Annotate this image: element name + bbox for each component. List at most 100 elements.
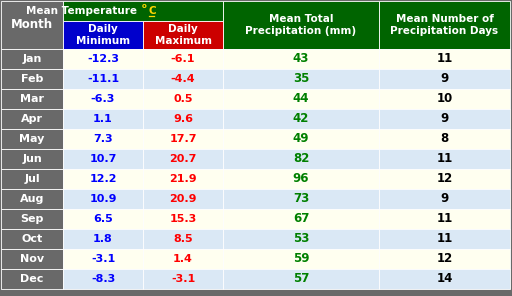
Text: May: May (19, 134, 45, 144)
Bar (379, 249, 510, 269)
Bar (63, 189, 143, 209)
Text: 21.9: 21.9 (169, 174, 197, 184)
Bar (63, 21, 143, 49)
Bar (379, 229, 510, 249)
Text: Oct: Oct (22, 234, 42, 244)
Text: Jun: Jun (22, 154, 42, 164)
Bar (1, 189, 63, 209)
Bar (379, 69, 510, 89)
Bar (143, 89, 223, 109)
Bar (223, 89, 379, 109)
Text: 67: 67 (293, 213, 309, 226)
Text: 9: 9 (440, 192, 449, 205)
Bar (223, 129, 379, 149)
Text: 10: 10 (436, 92, 453, 105)
Text: -3.1: -3.1 (91, 254, 115, 264)
Bar (63, 269, 143, 289)
Text: 59: 59 (293, 252, 309, 266)
Text: 12: 12 (436, 173, 453, 186)
Bar (63, 249, 143, 269)
Text: o: o (142, 4, 147, 9)
Bar (379, 209, 510, 229)
Bar (379, 189, 510, 209)
Bar (223, 49, 379, 69)
Bar (223, 1, 379, 49)
Text: Daily
Minimum: Daily Minimum (76, 24, 130, 46)
Text: Month: Month (11, 18, 53, 31)
Text: -6.1: -6.1 (170, 54, 195, 64)
Bar (1, 1, 63, 49)
Text: 11: 11 (436, 232, 453, 245)
Text: Apr: Apr (21, 114, 43, 124)
Text: 44: 44 (293, 92, 309, 105)
Text: 7.3: 7.3 (93, 134, 113, 144)
Bar (1, 129, 63, 149)
Bar (223, 189, 379, 209)
Text: 43: 43 (293, 52, 309, 65)
Text: Feb: Feb (21, 74, 43, 84)
Text: 10.7: 10.7 (89, 154, 117, 164)
Bar (143, 149, 223, 169)
Bar (379, 1, 510, 49)
Text: 49: 49 (293, 133, 309, 146)
Bar (223, 269, 379, 289)
Bar (1, 109, 63, 129)
Text: 11: 11 (436, 152, 453, 165)
Bar (379, 269, 510, 289)
Text: 42: 42 (293, 112, 309, 126)
Text: 8.5: 8.5 (173, 234, 193, 244)
Text: -12.3: -12.3 (87, 54, 119, 64)
Bar (143, 109, 223, 129)
Bar (63, 209, 143, 229)
Text: 1.4: 1.4 (173, 254, 193, 264)
Bar (379, 169, 510, 189)
Text: Mar: Mar (20, 94, 44, 104)
Bar (143, 21, 223, 49)
Text: 12: 12 (436, 252, 453, 266)
Bar (63, 129, 143, 149)
Text: 82: 82 (293, 152, 309, 165)
Bar (223, 149, 379, 169)
Text: 73: 73 (293, 192, 309, 205)
Text: -11.1: -11.1 (87, 74, 119, 84)
Bar (1, 209, 63, 229)
Text: 1.1: 1.1 (93, 114, 113, 124)
Text: 20.7: 20.7 (169, 154, 197, 164)
Text: 9.6: 9.6 (173, 114, 193, 124)
Bar (143, 189, 223, 209)
Bar (379, 89, 510, 109)
Bar (143, 249, 223, 269)
Text: 20.9: 20.9 (169, 194, 197, 204)
Text: 9: 9 (440, 112, 449, 126)
Text: 0.5: 0.5 (173, 94, 193, 104)
Bar (143, 49, 223, 69)
Bar (223, 249, 379, 269)
Text: 1.8: 1.8 (93, 234, 113, 244)
Bar (63, 149, 143, 169)
Text: Mean Total
Precipitation (mm): Mean Total Precipitation (mm) (245, 14, 356, 36)
Bar (63, 229, 143, 249)
Text: 10.9: 10.9 (89, 194, 117, 204)
Text: 11: 11 (436, 52, 453, 65)
Bar (143, 229, 223, 249)
Bar (63, 109, 143, 129)
Text: Daily
Maximum: Daily Maximum (155, 24, 211, 46)
Bar (63, 1, 223, 21)
Text: 57: 57 (293, 273, 309, 286)
Text: -6.3: -6.3 (91, 94, 115, 104)
Bar (63, 169, 143, 189)
Text: Nov: Nov (20, 254, 44, 264)
Text: 11: 11 (436, 213, 453, 226)
Text: Dec: Dec (20, 274, 44, 284)
Text: Mean Temperature: Mean Temperature (27, 6, 141, 16)
Bar (143, 69, 223, 89)
Bar (1, 69, 63, 89)
Bar (1, 249, 63, 269)
Text: C: C (148, 6, 156, 16)
Text: 6.5: 6.5 (93, 214, 113, 224)
Bar (143, 129, 223, 149)
Bar (379, 49, 510, 69)
Text: -8.3: -8.3 (91, 274, 115, 284)
Text: -3.1: -3.1 (171, 274, 195, 284)
Bar (379, 109, 510, 129)
